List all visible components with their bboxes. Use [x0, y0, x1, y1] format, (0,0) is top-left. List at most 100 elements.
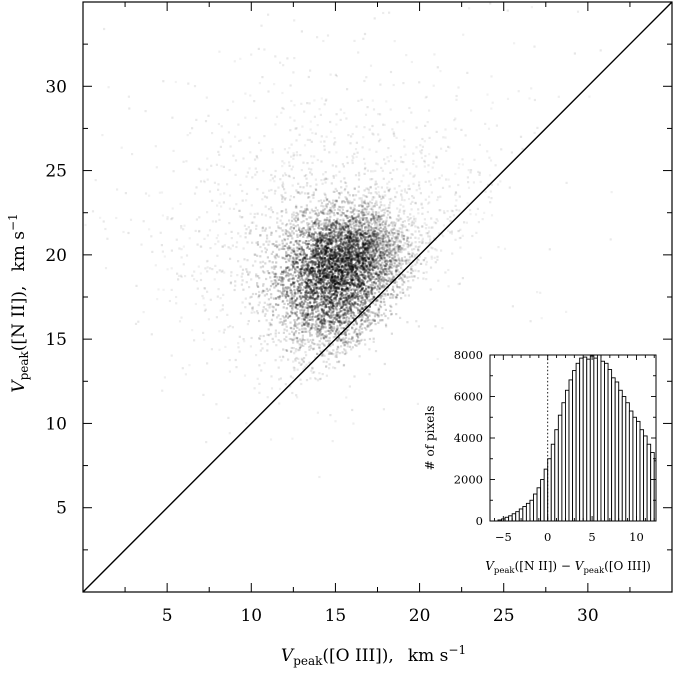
density-point	[325, 233, 328, 237]
density-point	[393, 262, 396, 265]
density-point	[383, 273, 387, 276]
density-point	[363, 232, 366, 235]
density-point	[362, 253, 365, 256]
density-point	[315, 262, 318, 265]
density-point	[369, 234, 372, 237]
density-point	[314, 239, 317, 242]
density-point	[338, 360, 341, 363]
density-point	[318, 280, 322, 283]
density-point	[366, 238, 369, 241]
density-point	[342, 257, 345, 260]
density-point	[317, 276, 320, 279]
density-point	[325, 265, 329, 268]
density-point	[375, 240, 378, 244]
density-point	[324, 236, 327, 239]
density-point	[265, 248, 268, 251]
density-point	[411, 251, 414, 254]
density-point	[305, 284, 308, 288]
density-point	[344, 321, 347, 324]
density-point	[317, 213, 320, 216]
density-point	[355, 276, 358, 279]
density-point	[339, 280, 343, 283]
density-point	[377, 256, 380, 259]
density-point	[355, 267, 358, 270]
density-point	[309, 292, 312, 295]
density-point	[323, 300, 326, 303]
density-point	[352, 250, 355, 253]
density-point	[323, 287, 326, 290]
density-point	[326, 241, 329, 244]
density-point	[395, 217, 398, 221]
density-point	[404, 260, 407, 263]
density-point	[373, 234, 376, 238]
density-point	[354, 233, 357, 236]
density-point	[362, 235, 366, 238]
density-point	[329, 228, 332, 231]
density-point	[355, 284, 358, 288]
density-point	[349, 273, 353, 276]
density-point	[357, 254, 360, 257]
density-point	[369, 256, 372, 259]
density-point	[350, 295, 353, 298]
density-point	[318, 346, 321, 349]
density-point	[392, 232, 395, 235]
density-point	[296, 261, 299, 264]
density-point	[299, 154, 302, 157]
density-point	[348, 266, 351, 270]
density-point	[367, 299, 370, 302]
density-point	[314, 206, 317, 209]
density-point	[371, 234, 374, 237]
density-point	[327, 314, 330, 317]
density-point	[340, 280, 343, 283]
density-point	[275, 297, 278, 300]
density-point	[383, 268, 386, 271]
density-point	[321, 373, 324, 376]
density-point	[324, 319, 327, 322]
density-point	[414, 217, 417, 220]
density-point	[346, 231, 349, 234]
density-point	[357, 308, 360, 311]
density-point	[256, 285, 259, 288]
density-point	[302, 260, 305, 263]
density-point	[320, 277, 323, 280]
density-point	[306, 268, 309, 272]
density-point	[293, 367, 296, 370]
density-point	[354, 148, 358, 151]
density-point	[309, 171, 312, 174]
density-point	[320, 321, 323, 324]
density-point	[312, 222, 315, 225]
density-point	[339, 265, 342, 269]
density-point	[387, 260, 390, 263]
density-point	[299, 230, 302, 233]
density-point	[316, 328, 319, 331]
density-point	[334, 269, 337, 272]
density-point	[363, 251, 366, 254]
density-point	[331, 302, 334, 305]
density-point	[309, 257, 312, 260]
density-point	[348, 239, 351, 242]
density-point	[342, 274, 345, 277]
density-point	[382, 249, 385, 252]
density-point	[406, 259, 409, 262]
density-point	[321, 310, 324, 313]
density-point	[390, 178, 394, 181]
density-point	[290, 327, 293, 330]
density-point	[361, 263, 365, 266]
density-point	[345, 396, 348, 399]
density-point	[307, 196, 310, 199]
density-point	[298, 332, 301, 335]
density-point	[350, 259, 353, 262]
density-point	[293, 312, 297, 315]
density-point	[386, 234, 389, 237]
density-point	[328, 201, 331, 204]
density-point	[338, 253, 341, 256]
density-point	[338, 239, 341, 242]
density-point	[328, 255, 331, 258]
density-point	[307, 305, 310, 308]
density-point	[362, 243, 365, 246]
density-point	[325, 246, 329, 249]
density-point	[305, 282, 308, 285]
density-point	[329, 301, 332, 304]
density-point	[276, 283, 280, 286]
density-point	[317, 315, 320, 318]
